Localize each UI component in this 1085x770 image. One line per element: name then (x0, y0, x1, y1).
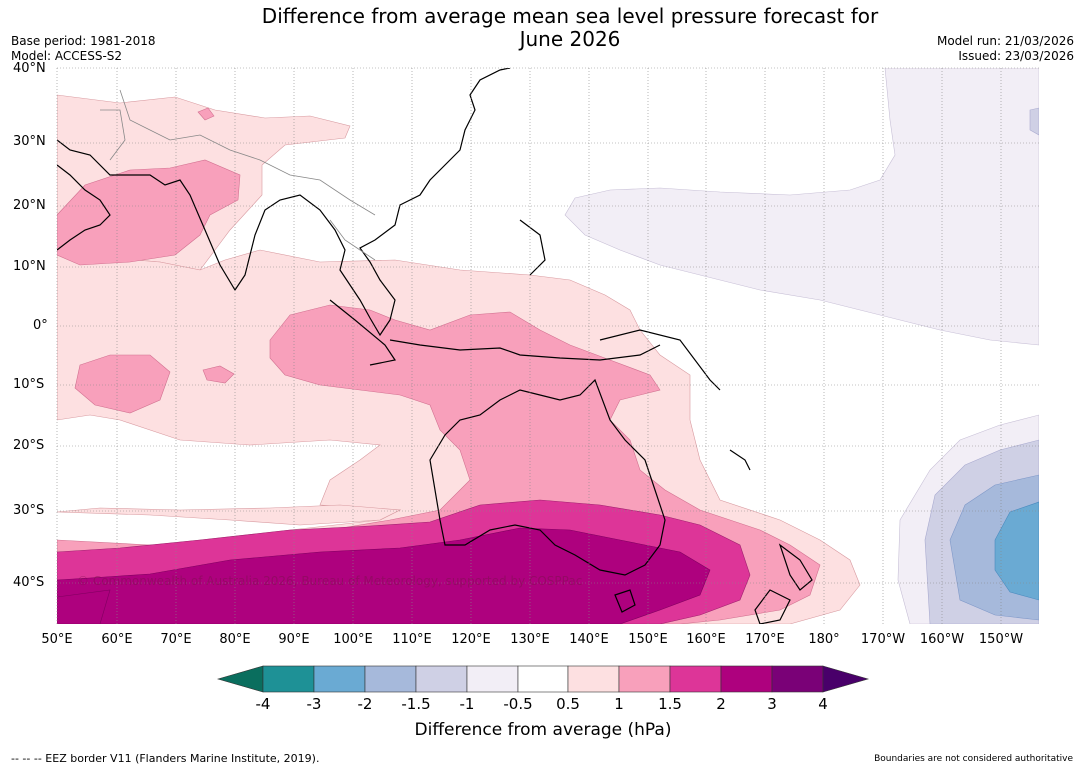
map-title-line1: Difference from average mean sea level p… (261, 4, 879, 28)
anomaly-field (57, 68, 1039, 624)
colorbar-seg-7 (567, 665, 620, 693)
colorbar-tick: 0.5 (556, 695, 580, 713)
colorbar-tick: 1 (614, 695, 624, 713)
lat-label: 20°S (13, 438, 45, 453)
lon-label: 70°E (160, 632, 192, 647)
lon-label: 140°E (569, 632, 609, 647)
colorbar-tick: -1 (459, 695, 475, 713)
model-run: Model run: 21/03/2026 (936, 34, 1074, 48)
lon-label: 150°W (978, 632, 1024, 647)
lon-label: 60°E (101, 632, 133, 647)
colorbar-seg-1 (262, 665, 315, 693)
lat-label: 20°N (13, 198, 46, 213)
colorbar-tick: 2 (716, 695, 726, 713)
colorbar-tick: -0.5 (503, 695, 533, 713)
contour-neg-2-sp (994, 501, 1039, 601)
colorbar-extend-high (822, 665, 870, 693)
contour-1-1.5-tibet (197, 107, 215, 121)
boundary-disclaimer: Boundaries are not considered authoritat… (874, 754, 1073, 764)
lon-label: 160°E (686, 632, 726, 647)
lon-label: 170°W (860, 632, 906, 647)
lon-label: 180° (808, 632, 840, 647)
contour-1-1.5-west-indian (74, 354, 171, 414)
colorbar-tick: -2 (357, 695, 373, 713)
lat-label: 10°N (13, 259, 46, 274)
eez-note: -- -- -- EEZ border V11 (Flanders Marine… (11, 752, 320, 765)
lon-label: 110°E (392, 632, 432, 647)
colorbar-seg-5 (466, 665, 519, 693)
lat-label: 0° (33, 318, 48, 333)
colorbar-seg-8 (618, 665, 671, 693)
lat-label: 40°S (13, 575, 45, 590)
issued-date: Issued: 23/03/2026 (958, 49, 1074, 63)
lon-label: 170°E (745, 632, 785, 647)
lon-label: 150°E (628, 632, 668, 647)
contour-1-1.5-arabian (57, 159, 241, 266)
model-name: Model: ACCESS-S2 (11, 49, 123, 63)
contour-neg-0.5-north-pacific (564, 68, 1039, 346)
lon-label: 130°E (510, 632, 550, 647)
colorbar-tick: -1.5 (401, 695, 431, 713)
lat-label: 30°N (13, 134, 46, 149)
lon-label: 120°E (451, 632, 491, 647)
copyright-notice: © Commonwealth of Australia 2026, Bureau… (77, 574, 583, 588)
colorbar (216, 665, 870, 693)
colorbar-label: Difference from average (hPa) (414, 720, 672, 740)
borders (100, 89, 376, 261)
colorbar-seg-10 (720, 665, 773, 693)
colorbar-tick: 1.5 (658, 695, 682, 713)
colorbar-seg-4 (415, 665, 468, 693)
contour-2-3-corner (57, 589, 111, 624)
colorbar-tick: 4 (818, 695, 828, 713)
map-title-line2: June 2026 (519, 27, 621, 51)
lat-label: 40°N (13, 61, 46, 76)
colorbar-seg-2 (313, 665, 366, 693)
coastlines (57, 68, 813, 624)
lon-label: 50°E (41, 632, 73, 647)
colorbar-tick: 3 (767, 695, 777, 713)
colorbar-tick: -3 (306, 695, 322, 713)
colorbar-seg-11 (771, 665, 824, 693)
lon-label: 90°E (278, 632, 310, 647)
colorbar-seg-6 (517, 665, 569, 693)
lon-label: 160°W (919, 632, 965, 647)
contour-0.5-1-south-indian (57, 504, 402, 526)
colorbar-extend-low (216, 665, 264, 693)
lat-label: 10°S (13, 377, 45, 392)
lon-label: 80°E (219, 632, 251, 647)
lon-label: 100°E (333, 632, 373, 647)
colorbar-seg-9 (669, 665, 722, 693)
contour-2-3 (57, 527, 711, 624)
colorbar-tick: -4 (255, 695, 271, 713)
contour-neg-0.5-np-corner (1029, 107, 1039, 136)
lat-label: 30°S (13, 503, 45, 518)
base-period: Base period: 1981-2018 (11, 34, 156, 48)
contour-1-1.5-small (202, 365, 235, 384)
colorbar-seg-3 (364, 665, 417, 693)
